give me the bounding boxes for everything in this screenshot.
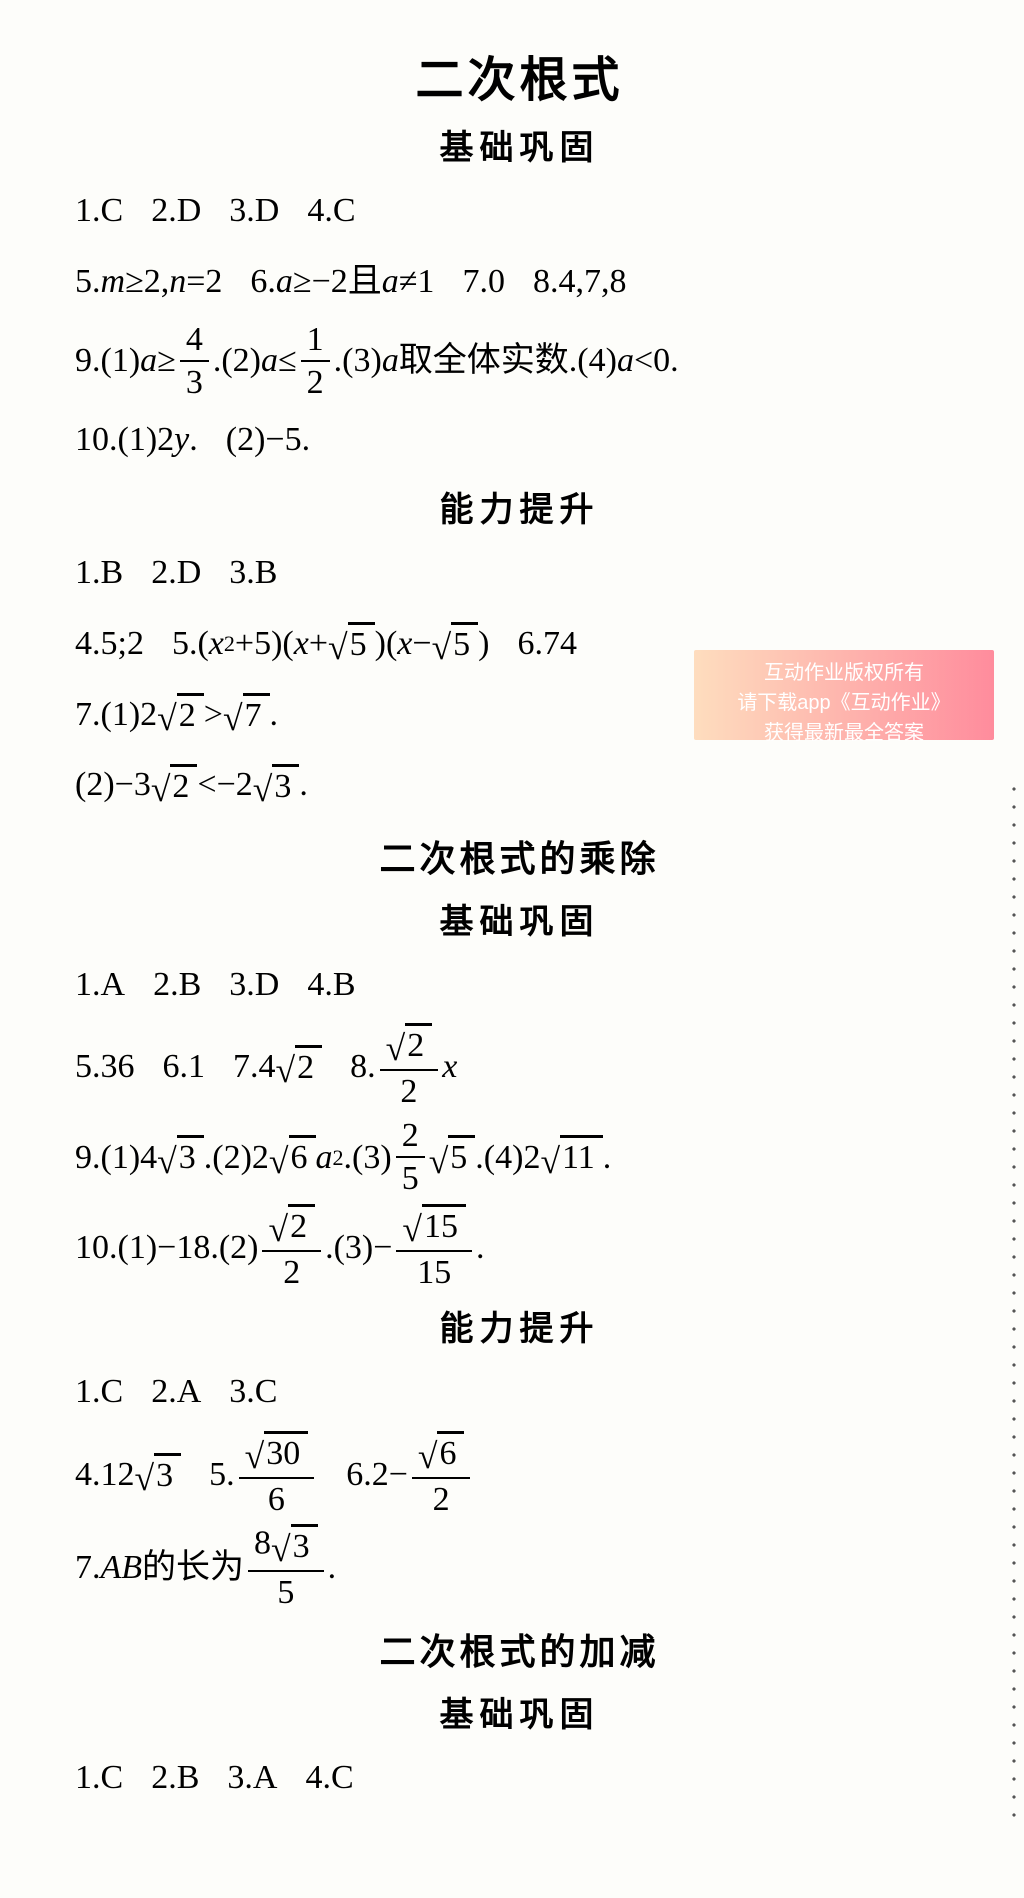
watermark-line: 互动作业版权所有: [704, 658, 984, 688]
watermark-line: 获得最新最全答案: [704, 718, 984, 748]
section-subtitle: 能力提升: [75, 482, 964, 531]
section-subtitle: 基础巩固: [75, 894, 964, 943]
answer-line: 9.(1)a≥43.(2)a≤12.(3)a取全体实数.(4)a<0.: [75, 320, 964, 402]
watermark-line: 请下载app《互动作业》: [704, 688, 984, 718]
answer-item: 7.AB的长为8√35.: [75, 1524, 336, 1611]
answer-item: 4.C: [305, 1746, 353, 1811]
answer-item: 5.36: [75, 1026, 135, 1108]
answer-line: 1.C 2.B 3.A 4.C: [75, 1746, 964, 1811]
answer-item: 2.A: [151, 1360, 201, 1425]
answer-item: 4.B: [307, 953, 355, 1018]
answer-item: (2)−3√2<−2√3.: [75, 753, 308, 818]
answer-item: 6.a≥−2且a≠1: [250, 250, 434, 315]
answer-item: 6.1: [163, 1026, 206, 1108]
answer-line: 1.C 2.A 3.C: [75, 1360, 964, 1425]
answer-item: 4.5;2: [75, 612, 144, 677]
answer-item: 10.(1)2y.: [75, 408, 198, 473]
answer-item: (2)−5.: [226, 408, 310, 473]
binding-dots: [1012, 780, 1016, 1817]
answer-item: 3.C: [229, 1360, 277, 1425]
answer-item: 7.(1)2√2>√7.: [75, 683, 278, 748]
answer-item: 10.(1)−18.(2)√22.(3)−√1515.: [75, 1204, 484, 1291]
answer-item: 7.0: [462, 250, 505, 315]
answer-item: 1.A: [75, 953, 125, 1018]
answer-item: 2.B: [153, 953, 201, 1018]
answer-item: 3.D: [229, 953, 279, 1018]
answer-line: 5.m≥2,n=2 6.a≥−2且a≠1 7.0 8.4,7,8: [75, 250, 964, 315]
answer-item: 5.√306: [209, 1431, 318, 1518]
section-title-main: 二次根式: [75, 40, 964, 110]
section-subtitle: 能力提升: [75, 1301, 964, 1350]
answer-item: 8.4,7,8: [533, 250, 627, 315]
answer-line: 5.36 6.1 7.4√2 8.√22x: [75, 1023, 964, 1110]
answer-item: 1.B: [75, 541, 123, 606]
answer-item: 3.A: [227, 1746, 277, 1811]
answer-line: 10.(1)−18.(2)√22.(3)−√1515.: [75, 1204, 964, 1291]
answer-item: 1.C: [75, 1360, 123, 1425]
answer-item: 3.D: [229, 179, 279, 244]
answer-item: 9.(1)4√3.(2)2√6a2.(3)25√5.(4)2√11.: [75, 1117, 611, 1199]
answer-item: 5.m≥2,n=2: [75, 250, 222, 315]
answer-line: 1.A 2.B 3.D 4.B: [75, 953, 964, 1018]
answer-item: 3.B: [229, 541, 277, 606]
answer-line: 7.AB的长为8√35.: [75, 1524, 964, 1611]
answer-item: 8.√22x: [350, 1023, 457, 1110]
answer-item: 2.D: [151, 179, 201, 244]
answer-line: 4.12√3 5.√306 6.2−√62: [75, 1431, 964, 1518]
answer-item: 2.B: [151, 1746, 199, 1811]
answer-item: 6.74: [517, 612, 577, 677]
answer-line: (2)−3√2<−2√3.: [75, 753, 964, 818]
answer-line: 10.(1)2y. (2)−5.: [75, 408, 964, 473]
answer-item: 7.4√2: [233, 1026, 322, 1108]
section-title-sub: 二次根式的加减: [75, 1623, 964, 1675]
answer-line: 1.C 2.D 3.D 4.C: [75, 179, 964, 244]
answer-item: 1.C: [75, 179, 123, 244]
answer-item: 4.C: [307, 179, 355, 244]
answer-item: 5.(x2+5)(x+√5)(x−√5): [172, 612, 490, 677]
answer-item: 6.2−√62: [346, 1431, 474, 1518]
section-subtitle: 基础巩固: [75, 120, 964, 169]
answer-line: 9.(1)4√3.(2)2√6a2.(3)25√5.(4)2√11.: [75, 1117, 964, 1199]
answer-item: 4.12√3: [75, 1434, 181, 1516]
section-title-sub: 二次根式的乘除: [75, 830, 964, 882]
answer-item: 9.(1)a≥43.(2)a≤12.(3)a取全体实数.(4)a<0.: [75, 320, 679, 402]
answer-line: 1.B 2.D 3.B: [75, 541, 964, 606]
answer-item: 1.C: [75, 1746, 123, 1811]
watermark-badge: 互动作业版权所有 请下载app《互动作业》 获得最新最全答案: [694, 650, 994, 740]
answer-item: 2.D: [151, 541, 201, 606]
section-subtitle: 基础巩固: [75, 1687, 964, 1736]
